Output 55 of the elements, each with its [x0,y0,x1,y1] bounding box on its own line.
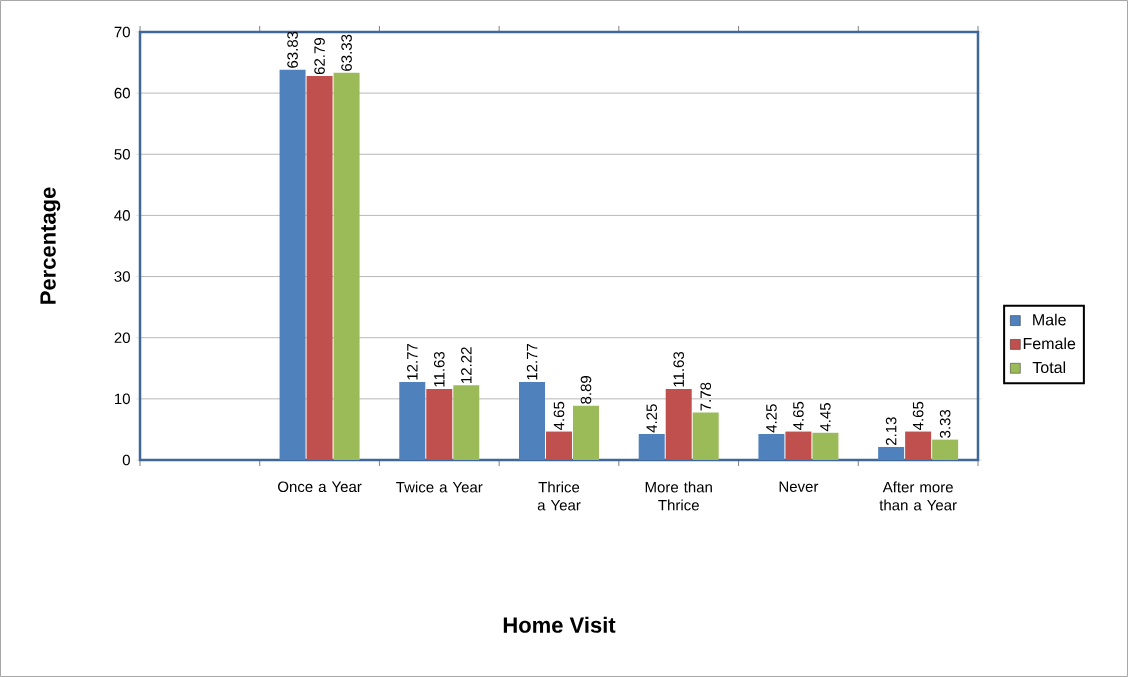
y-tick-label: 70 [114,26,130,38]
bar [878,446,905,460]
legend-label: Total [1032,361,1066,374]
bar [785,431,812,460]
x-tick-label: Twice a Year [396,481,483,493]
bar [306,76,333,460]
data-label: 4.65 [912,401,924,431]
data-label: 4.25 [646,404,658,433]
y-axis-title: Percentage [40,187,61,304]
y-tick-label: 40 [114,210,130,221]
data-label: 12.77 [526,343,538,380]
bar [279,69,306,460]
x-tick-label: After more than a Year [879,481,957,511]
bar [905,431,932,460]
x-tick-label: Once a Year [278,481,362,493]
bar [399,381,426,460]
x-tick-label: Never [779,481,819,492]
y-tick-label: 0 [122,454,130,466]
data-label: 11.63 [433,351,445,387]
data-label: 4.65 [553,401,565,431]
data-label: 4.65 [793,401,804,431]
data-label: 63.83 [287,31,298,68]
bar [519,381,545,460]
data-label: 8.89 [580,375,592,404]
data-label: 3.33 [939,409,951,438]
legend-label: Male [1033,313,1066,326]
y-tick-label: 30 [114,271,130,282]
bar [573,405,599,460]
data-label: 7.78 [700,382,712,411]
bar [333,72,360,460]
bar [932,439,959,460]
y-tick-label: 10 [115,393,130,405]
data-label: 12.77 [407,343,418,380]
data-label: 12.22 [461,347,472,383]
x-tick-label: More than Thrice [645,481,712,511]
data-label: 62.79 [314,38,325,75]
data-label: 63.33 [341,34,352,71]
bar [426,388,453,460]
legend-label: Female [1023,337,1076,350]
bar [665,388,692,460]
bar [546,431,572,460]
bar [812,432,839,460]
data-label: 11.63 [673,351,685,387]
y-tick-label: 20 [114,332,130,344]
bar [638,434,665,460]
y-tick-label: 50 [114,148,130,160]
bar [758,434,785,460]
data-label: 4.25 [766,404,777,433]
bar [692,412,719,460]
bar [453,385,480,460]
x-tick-label: Thrice a Year [537,481,581,511]
x-axis-title: Home Visit [503,616,616,633]
y-tick-label: 60 [114,87,130,99]
data-label: 2.13 [885,417,897,446]
data-label: 4.45 [820,403,831,432]
